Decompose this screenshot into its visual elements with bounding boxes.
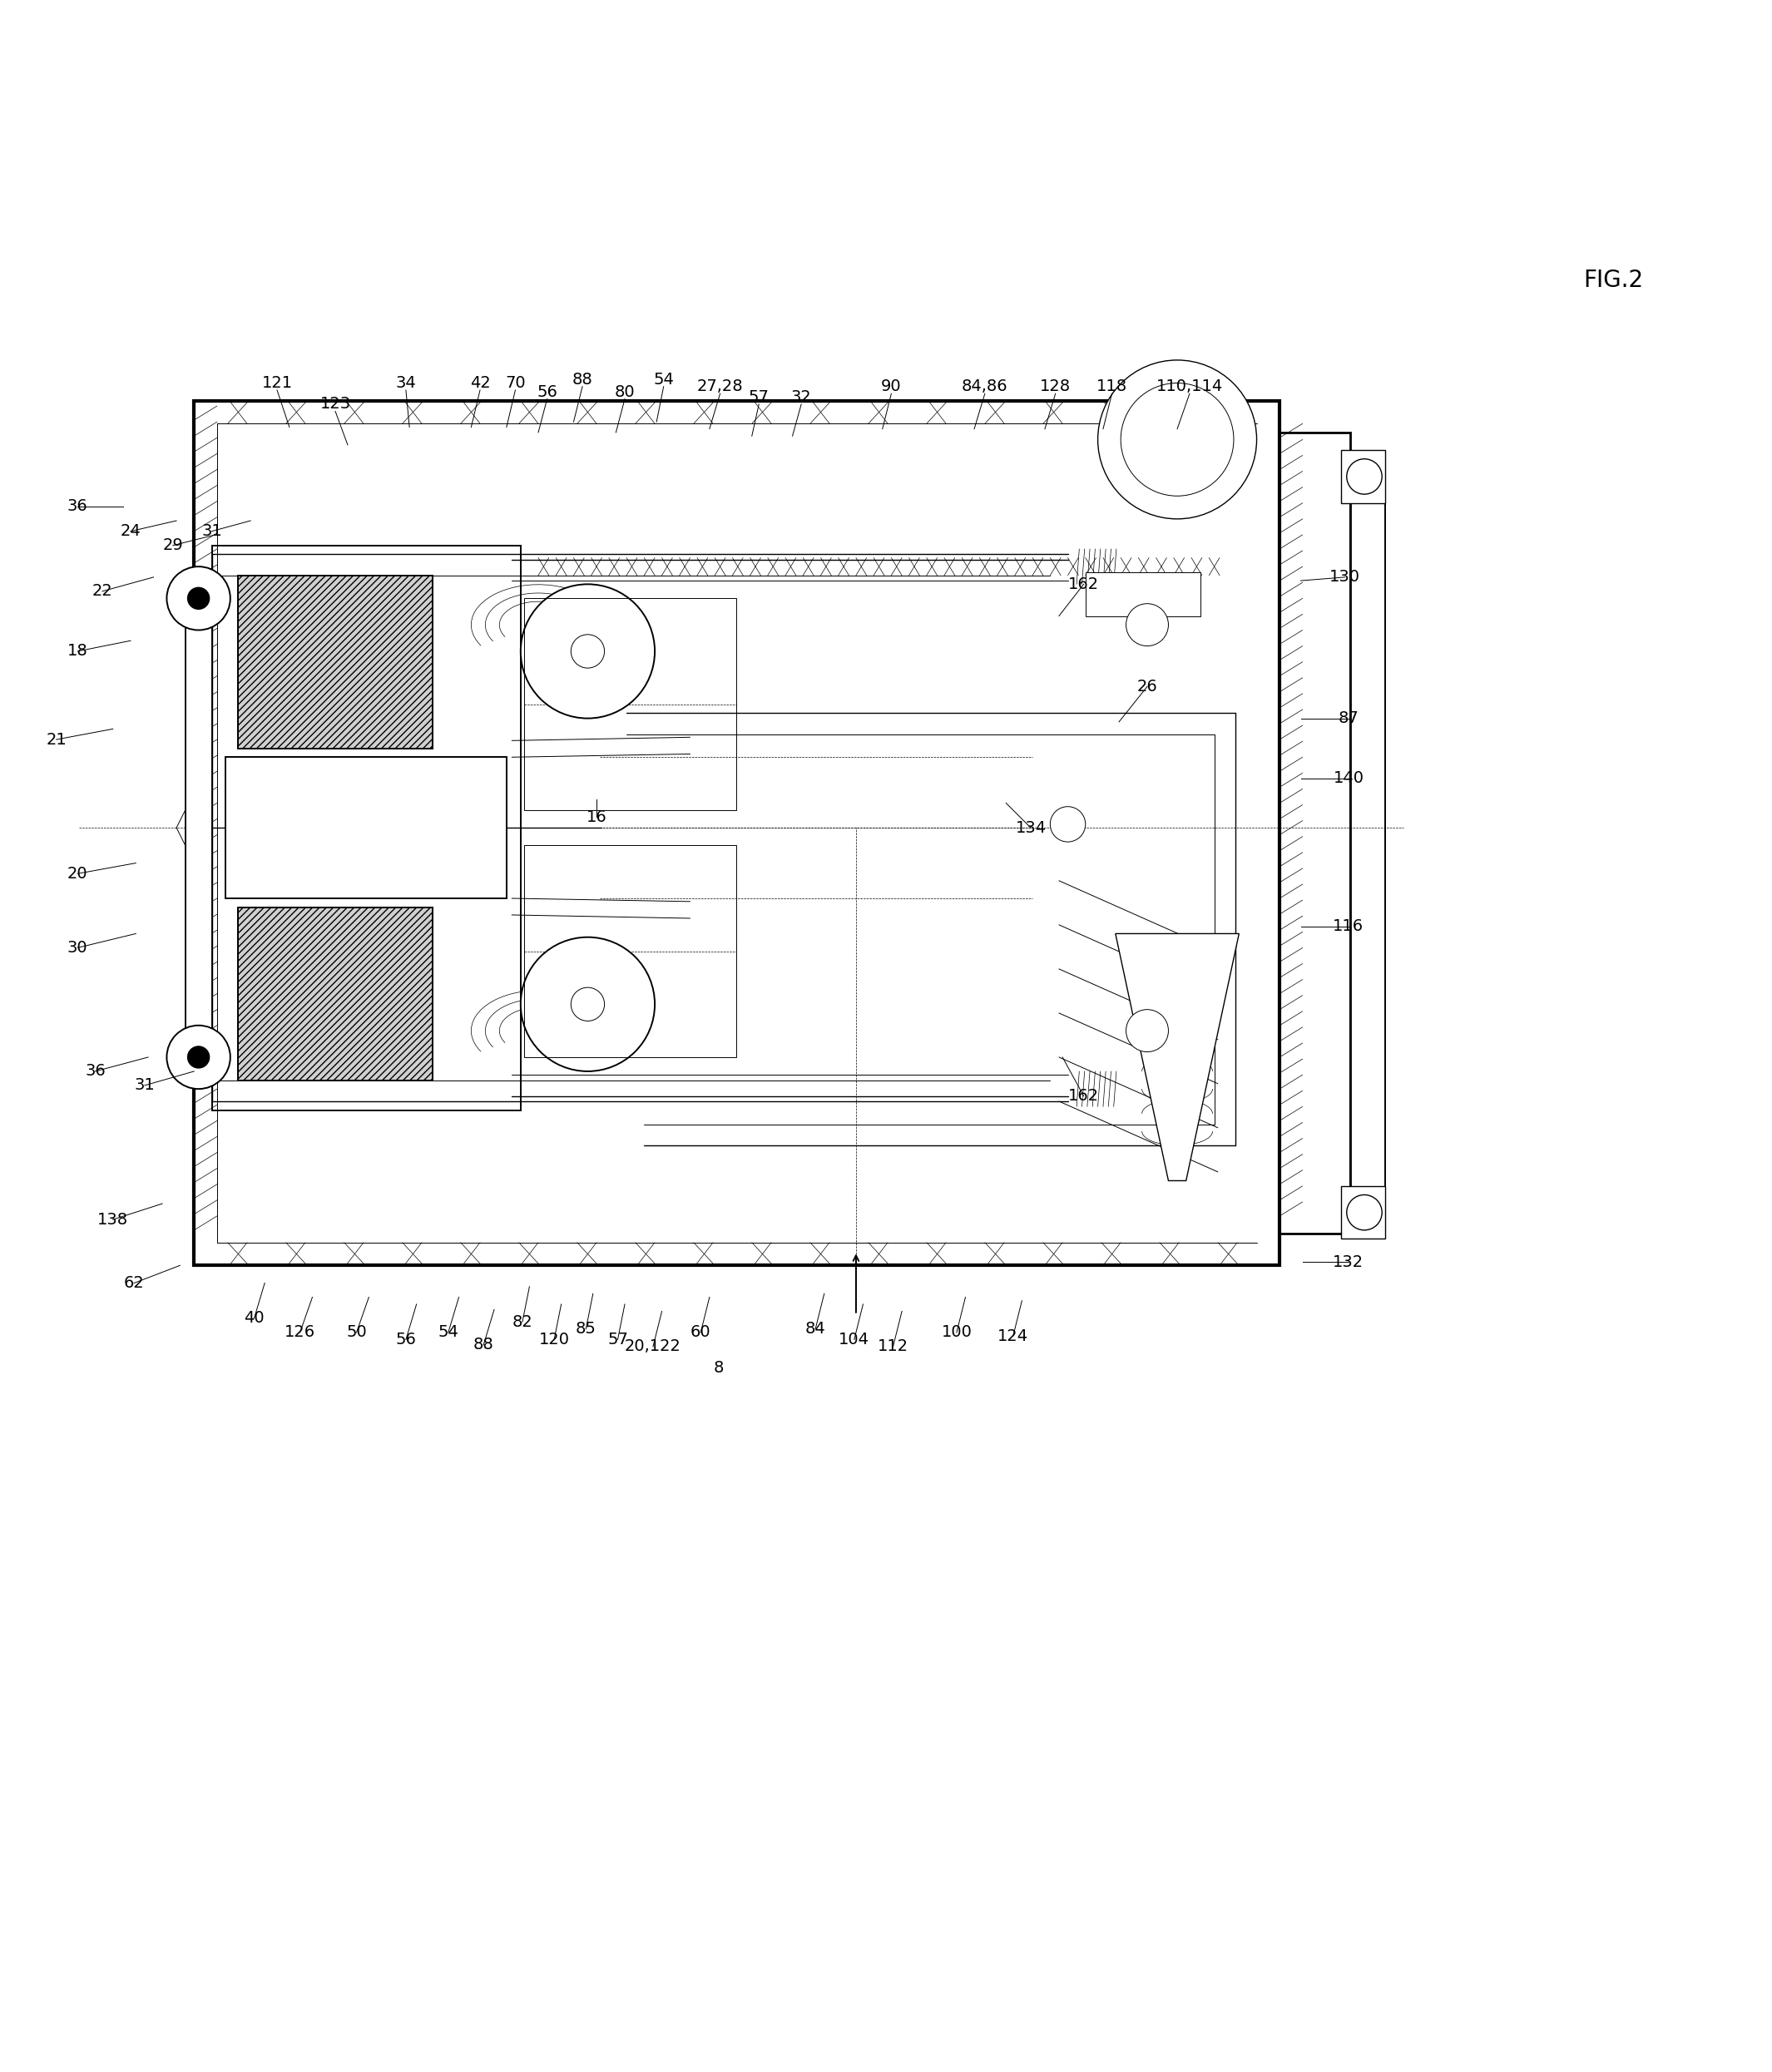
Text: 56: 56 [395,1332,416,1347]
Text: 32: 32 [790,390,812,404]
Text: 90: 90 [881,379,902,394]
Text: 27,28: 27,28 [696,379,742,394]
Bar [195,400,1279,1266]
Text: 110,114: 110,114 [1155,379,1223,394]
Text: 162: 162 [1069,1088,1099,1104]
Text: 29: 29 [163,537,183,553]
Bar [1279,433,1350,1233]
Text: 138: 138 [97,1212,128,1227]
Text: 57: 57 [748,390,769,404]
Text: 8: 8 [712,1359,723,1376]
Bar [237,576,432,748]
Circle shape [1051,806,1086,841]
Text: 118: 118 [1097,379,1127,394]
Text: 24: 24 [120,524,140,539]
Bar [525,845,735,1057]
Text: 126: 126 [285,1324,315,1341]
Bar [525,599,735,810]
Bar [237,908,432,1080]
Circle shape [571,988,604,1021]
Text: 62: 62 [124,1274,144,1291]
Text: 30: 30 [67,941,89,955]
Bar [1350,477,1386,1189]
Text: 26: 26 [1138,680,1157,694]
Circle shape [188,1046,209,1067]
Text: 57: 57 [608,1332,627,1347]
Circle shape [188,588,209,609]
Text: 123: 123 [321,396,351,412]
Text: 70: 70 [505,375,526,392]
Circle shape [521,584,656,719]
Text: 50: 50 [346,1324,367,1341]
Circle shape [1125,1009,1168,1053]
Circle shape [167,566,230,630]
Text: FIG.2: FIG.2 [1582,269,1643,292]
Text: 80: 80 [615,383,634,400]
Text: 36: 36 [67,499,89,514]
Text: 87: 87 [1338,711,1359,727]
Text: 100: 100 [941,1324,971,1341]
Text: 22: 22 [92,584,113,599]
Text: 88: 88 [473,1336,494,1353]
Bar [1086,572,1200,615]
Bar [1341,1185,1386,1239]
Text: 121: 121 [262,375,292,392]
Text: 60: 60 [691,1324,711,1341]
Text: 84,86: 84,86 [962,379,1008,394]
Polygon shape [1115,934,1239,1181]
Text: 56: 56 [537,383,558,400]
Text: 16: 16 [587,810,606,825]
Text: 34: 34 [395,375,416,392]
Circle shape [1125,603,1168,646]
Text: 112: 112 [877,1339,909,1355]
Text: 84: 84 [804,1322,826,1336]
Text: 54: 54 [438,1324,459,1341]
Bar [186,580,211,1075]
Text: 31: 31 [135,1077,154,1094]
Circle shape [1120,383,1233,495]
Circle shape [571,634,604,667]
Text: 134: 134 [1015,821,1045,835]
Circle shape [1099,361,1256,518]
Text: 124: 124 [998,1328,1028,1345]
Bar [225,756,507,899]
Text: 104: 104 [838,1332,870,1347]
Text: 31: 31 [202,524,222,539]
Bar [237,576,432,748]
Text: 140: 140 [1333,771,1364,785]
Text: 40: 40 [245,1310,264,1326]
Circle shape [1347,458,1382,495]
Text: 130: 130 [1329,570,1361,584]
Text: 82: 82 [512,1314,533,1330]
Text: 20: 20 [67,866,89,881]
Text: 36: 36 [85,1063,106,1080]
Text: 20,122: 20,122 [626,1339,680,1355]
Bar [211,545,521,1111]
Text: 88: 88 [572,371,592,387]
Text: 42: 42 [470,375,491,392]
Circle shape [521,937,656,1071]
Text: 132: 132 [1333,1254,1364,1270]
Circle shape [1347,1196,1382,1231]
Bar [1341,450,1386,503]
Text: 85: 85 [576,1322,597,1336]
Circle shape [167,1026,230,1090]
Text: 162: 162 [1069,576,1099,593]
Text: 128: 128 [1040,379,1070,394]
Bar [237,908,432,1080]
Text: 54: 54 [654,371,673,387]
Text: 21: 21 [46,731,67,748]
Text: 18: 18 [67,644,89,659]
Text: 120: 120 [539,1332,569,1347]
Text: 116: 116 [1333,918,1364,934]
